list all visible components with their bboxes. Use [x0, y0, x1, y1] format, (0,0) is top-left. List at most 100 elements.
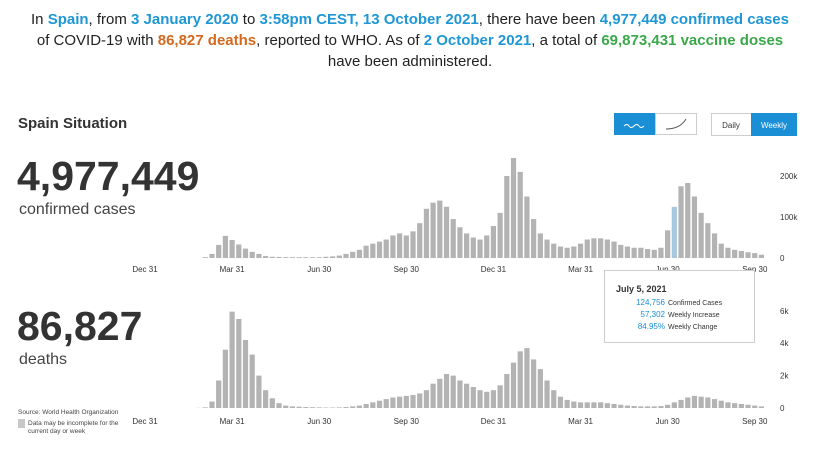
bar [290, 257, 295, 258]
x-tick-label: Sep 30 [742, 417, 768, 426]
bar [538, 233, 543, 258]
bar [518, 351, 523, 408]
bar [431, 384, 436, 408]
bar [364, 246, 369, 258]
bar [457, 380, 462, 408]
bar [712, 399, 717, 408]
bar [330, 256, 335, 258]
bar [745, 405, 750, 408]
bar [759, 255, 764, 258]
bar [658, 248, 663, 258]
button-label: Daily [722, 121, 740, 130]
bar [745, 252, 750, 258]
y-tick-label: 0 [780, 254, 785, 263]
line-view-button[interactable] [656, 114, 697, 135]
bar [323, 257, 328, 258]
bar [384, 399, 389, 408]
y-tick-label: 100k [780, 213, 798, 222]
bar [511, 363, 516, 408]
bar [598, 402, 603, 408]
bar [585, 402, 590, 408]
bar [256, 376, 261, 408]
bar [337, 407, 342, 408]
bar [665, 405, 670, 408]
bar [699, 213, 704, 258]
bar [357, 406, 362, 408]
bar [477, 240, 482, 258]
tooltip-label: Weekly Change [668, 324, 717, 331]
x-tick-label: Jun 30 [656, 417, 681, 426]
bar [645, 406, 650, 408]
bar [504, 374, 509, 408]
bar [672, 207, 677, 258]
bar [638, 248, 643, 258]
bar [518, 172, 523, 258]
bar [270, 257, 275, 258]
x-tick-label: Sep 30 [394, 417, 420, 426]
t: 2 October 2021 [424, 32, 532, 49]
bar [223, 350, 228, 408]
bar [652, 406, 657, 408]
bar [591, 402, 596, 408]
bar [752, 406, 757, 408]
bar [739, 404, 744, 408]
bar [310, 407, 315, 408]
bar [591, 238, 596, 258]
t: 86,827 deaths [158, 32, 256, 49]
bar [484, 392, 489, 408]
bar [471, 387, 476, 408]
x-tick-label: Dec 31 [481, 417, 507, 426]
bar [551, 244, 556, 258]
bar [404, 235, 409, 258]
tooltip-label: Confirmed Cases [668, 300, 723, 307]
bar [558, 397, 563, 408]
bar [544, 380, 549, 408]
source: Source: World Health Organization [18, 409, 119, 416]
t: Spain [48, 11, 89, 28]
bar [585, 240, 590, 258]
x-tick-label: Dec 31 [481, 265, 507, 274]
bar [732, 403, 737, 408]
section-title: Spain Situation [18, 115, 127, 132]
header: In Spain, from 3 January 2020 to 3:58pm … [31, 11, 789, 70]
bar [725, 402, 730, 408]
bar [424, 390, 429, 408]
bar [632, 248, 637, 258]
bar [605, 403, 610, 408]
bar [551, 390, 556, 408]
t: , from [89, 11, 132, 28]
y-tick-label: 6k [780, 307, 789, 316]
bar [699, 397, 704, 408]
bar [337, 256, 342, 258]
x-tick-label: Jun 30 [307, 417, 332, 426]
bar [544, 240, 549, 258]
bar [625, 406, 630, 408]
bar [437, 379, 442, 408]
bar [297, 407, 302, 408]
bar [531, 359, 536, 408]
x-tick-label: Mar 31 [568, 417, 593, 426]
bar [685, 183, 690, 258]
bar [685, 397, 690, 408]
deaths-total: 86,827 [17, 303, 142, 349]
bar [504, 176, 509, 258]
bar [417, 223, 422, 258]
bar [605, 240, 610, 258]
bar [477, 390, 482, 408]
t: 4,977,449 confirmed cases [600, 11, 789, 28]
bar [498, 385, 503, 408]
bar [424, 209, 429, 258]
tooltip-date: July 5, 2021 [616, 284, 667, 294]
bar [276, 403, 281, 408]
bar [397, 233, 402, 258]
bar [484, 235, 489, 258]
bar [236, 244, 241, 258]
bar [410, 395, 415, 408]
bar [618, 405, 623, 408]
bar-view-button[interactable] [614, 113, 655, 135]
bar [216, 245, 221, 258]
x-tick-label: Sep 30 [394, 265, 420, 274]
cases-label: confirmed cases [19, 201, 136, 218]
bar [410, 231, 415, 258]
bar [732, 250, 737, 258]
